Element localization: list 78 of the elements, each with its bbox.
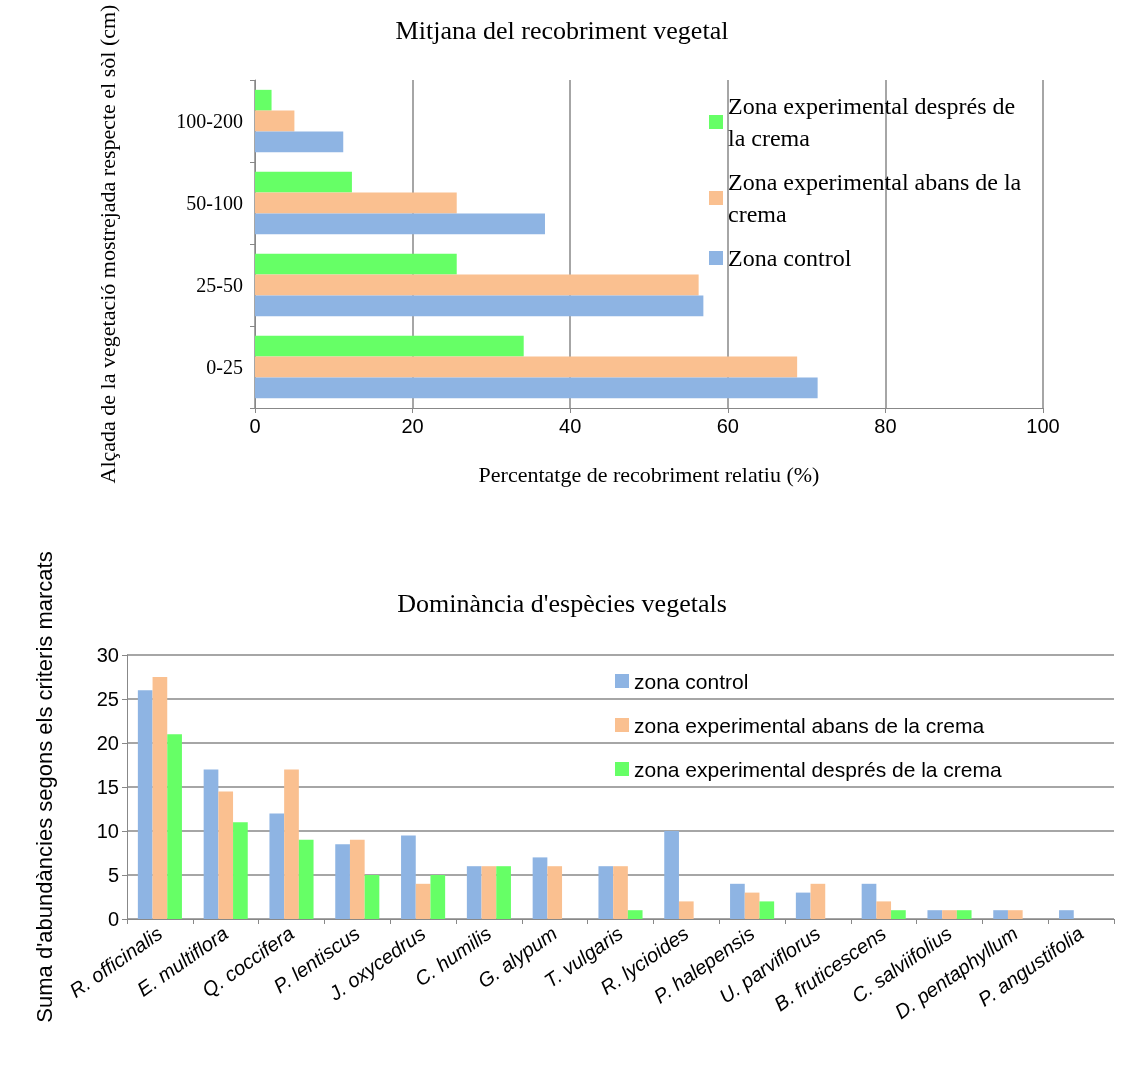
bar bbox=[218, 791, 234, 919]
bar bbox=[956, 910, 972, 919]
bar bbox=[255, 89, 272, 111]
bar bbox=[598, 866, 614, 919]
bar bbox=[233, 822, 248, 919]
x-tick-label: 60 bbox=[716, 415, 739, 437]
bar bbox=[861, 883, 877, 919]
y-tick-label: 20 bbox=[96, 732, 119, 754]
bar bbox=[942, 910, 957, 919]
bar bbox=[255, 131, 344, 153]
bar bbox=[298, 839, 314, 919]
x-tick-label: 80 bbox=[874, 415, 897, 437]
bar bbox=[284, 769, 299, 919]
bar bbox=[730, 883, 745, 919]
bar bbox=[466, 866, 482, 919]
bar bbox=[627, 910, 643, 919]
bar bbox=[167, 734, 182, 919]
bar bbox=[255, 356, 798, 378]
bar bbox=[255, 274, 699, 296]
legend-label: Zona control bbox=[728, 245, 852, 271]
x-tick-label: 40 bbox=[559, 415, 582, 437]
bar bbox=[269, 813, 285, 919]
y-tick-label: 25 bbox=[96, 688, 119, 710]
bar bbox=[255, 377, 818, 399]
bar bbox=[1059, 910, 1074, 919]
bar bbox=[613, 866, 628, 919]
y-tick-label: 30 bbox=[96, 644, 119, 666]
bar bbox=[255, 295, 704, 317]
y-axis-title: Alçada de la vegetació mostrejada respecte el sòl (cm) bbox=[94, 4, 120, 484]
x-tick-label: 100 bbox=[1026, 415, 1060, 437]
bar bbox=[795, 892, 811, 919]
legend-label: zona control bbox=[634, 669, 749, 693]
y-tick-label: 5 bbox=[107, 864, 119, 886]
bar bbox=[255, 335, 524, 357]
x-tick-label: 20 bbox=[401, 415, 424, 437]
bar bbox=[810, 883, 826, 919]
bar bbox=[255, 192, 457, 214]
y-axis-title: Suma d'abundàncies segons els criteris marcats bbox=[31, 551, 57, 1023]
y-tick-label: 25-50 bbox=[196, 274, 243, 296]
bar bbox=[349, 839, 365, 919]
chart-title: Mitjana del recobriment vegetal bbox=[395, 15, 729, 45]
bar bbox=[876, 901, 892, 919]
legend-label: Zona experimental després de la crema bbox=[728, 93, 1022, 151]
bar bbox=[678, 901, 694, 919]
bar bbox=[532, 857, 548, 919]
bar bbox=[137, 690, 153, 919]
legend-label: Zona experimental abans de la crema bbox=[728, 169, 1028, 227]
bar bbox=[401, 835, 416, 919]
y-tick-label: 100-200 bbox=[176, 110, 243, 132]
bar bbox=[335, 844, 350, 919]
bar bbox=[364, 875, 380, 919]
x-tick-label: 0 bbox=[249, 415, 261, 437]
bar bbox=[1007, 910, 1023, 919]
bar bbox=[255, 110, 295, 132]
legend-label: zona experimental abans de la crema bbox=[634, 713, 985, 737]
y-tick-label: 50-100 bbox=[186, 192, 243, 214]
bar bbox=[203, 769, 219, 919]
bar bbox=[255, 213, 545, 235]
bar bbox=[744, 892, 760, 919]
bar bbox=[927, 910, 943, 919]
bar bbox=[664, 831, 679, 919]
legend-label: zona experimental després de la crema bbox=[634, 757, 1003, 781]
bar bbox=[152, 677, 168, 919]
bar bbox=[255, 253, 457, 275]
x-axis-title: Percentatge de recobriment relatiu (%) bbox=[478, 461, 820, 487]
bar bbox=[891, 910, 906, 919]
y-tick-label: 15 bbox=[96, 776, 119, 798]
bar bbox=[759, 901, 775, 919]
bar bbox=[430, 875, 446, 919]
bar bbox=[496, 866, 511, 919]
bar bbox=[255, 171, 352, 193]
bar bbox=[993, 910, 1008, 919]
bar bbox=[415, 883, 431, 919]
bar bbox=[547, 866, 563, 919]
chart-title: Dominància d'espècies vegetals bbox=[397, 588, 727, 618]
y-tick-label: 0-25 bbox=[206, 356, 243, 378]
bar bbox=[481, 866, 497, 919]
y-tick-label: 10 bbox=[96, 820, 119, 842]
